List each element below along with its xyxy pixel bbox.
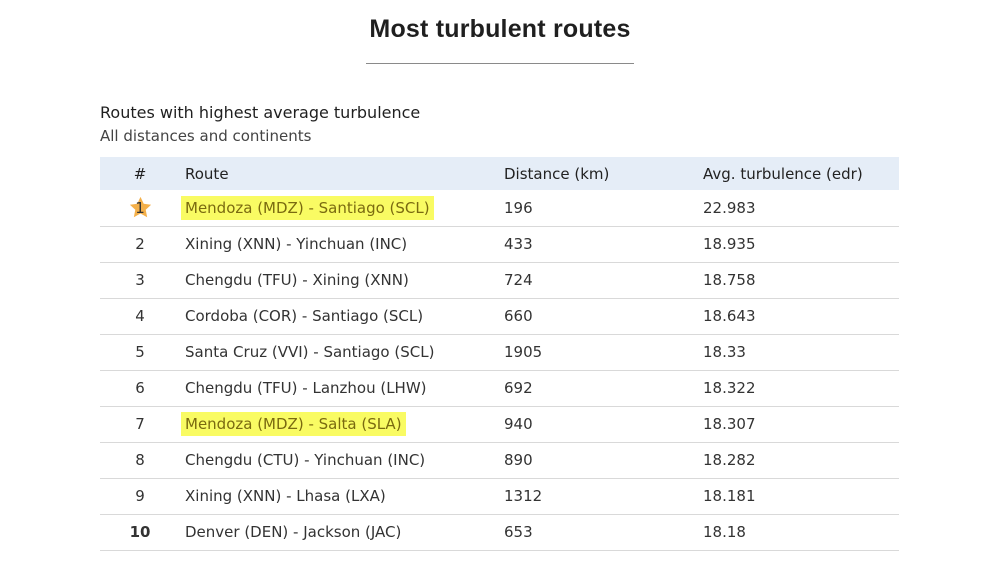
header-turbulence[interactable]: Avg. turbulence (edr) [703, 164, 863, 183]
header-rank[interactable]: # [133, 164, 147, 183]
route-name: Denver (DEN) - Jackson (JAC) [185, 523, 402, 541]
turbulence-cell: 18.758 [703, 271, 756, 289]
table-row: 8 Chengdu (CTU) - Yinchuan (INC) 890 18.282 [100, 442, 899, 478]
table-row: 10 Denver (DEN) - Jackson (JAC) 653 18.18 [100, 514, 899, 550]
rank-number: 9 [135, 487, 145, 505]
turbulence-cell: 18.282 [703, 451, 756, 469]
turbulence-cell: 18.18 [703, 523, 746, 541]
table-row: 2 Xining (XNN) - Yinchuan (INC) 433 18.935 [100, 226, 899, 262]
distance-cell: 1905 [504, 343, 543, 361]
rank-number: 8 [135, 451, 145, 469]
route-cell: Chengdu (TFU) - Lanzhou (LHW) [180, 370, 500, 406]
route-name: Xining (XNN) - Lhasa (LXA) [185, 487, 386, 505]
rank-number: 5 [135, 343, 145, 361]
rank-cell: 9 [100, 478, 180, 514]
distance-cell: 940 [504, 415, 533, 433]
rank-cell: 1 [100, 190, 180, 226]
distance-cell: 660 [504, 307, 533, 325]
page-title: Most turbulent routes [369, 15, 631, 43]
route-cell: Chengdu (TFU) - Xining (XNN) [180, 262, 500, 298]
turbulence-cell: 18.307 [703, 415, 756, 433]
table-header-row: # Route Distance (km) Avg. turbulence (e… [100, 157, 899, 190]
section-subheading: All distances and continents [100, 127, 312, 145]
route-cell: Xining (XNN) - Yinchuan (INC) [180, 226, 500, 262]
highlighted-route-name: Mendoza (MDZ) - Santiago (SCL) [181, 195, 434, 220]
turbulence-cell: 18.643 [703, 307, 756, 325]
rank-cell: 8 [100, 442, 180, 478]
route-name: Chengdu (TFU) - Lanzhou (LHW) [185, 379, 427, 397]
table-row: 7 Mendoza (MDZ) - Salta (SLA) 940 18.307 [100, 406, 899, 442]
route-name: Xining (XNN) - Yinchuan (INC) [185, 235, 408, 253]
turbulence-cell: 18.33 [703, 343, 746, 361]
turbulence-cell: 18.181 [703, 487, 756, 505]
table-row: 1 Mendoza (MDZ) - Santiago (SCL) 196 22.983 [100, 190, 899, 226]
title-divider [366, 63, 634, 64]
route-cell: Mendoza (MDZ) - Salta (SLA) [180, 406, 500, 442]
rank-cell: 2 [100, 226, 180, 262]
route-cell: Mendoza (MDZ) - Santiago (SCL) [180, 190, 500, 226]
rank-cell: 3 [100, 262, 180, 298]
table-row: 6 Chengdu (TFU) - Lanzhou (LHW) 692 18.322 [100, 370, 899, 406]
table-row: 3 Chengdu (TFU) - Xining (XNN) 724 18.758 [100, 262, 899, 298]
route-cell: Denver (DEN) - Jackson (JAC) [180, 514, 500, 550]
rank-number: 1 [135, 198, 145, 217]
rank-number: 6 [135, 379, 145, 397]
rank-number: 3 [135, 271, 145, 289]
distance-cell: 196 [504, 198, 533, 217]
table-row: 4 Cordoba (COR) - Santiago (SCL) 660 18.643 [100, 298, 899, 334]
route-name: Chengdu (CTU) - Yinchuan (INC) [185, 451, 426, 469]
route-name: Chengdu (TFU) - Xining (XNN) [185, 271, 409, 289]
route-cell: Santa Cruz (VVI) - Santiago (SCL) [180, 334, 500, 370]
rank-cell: 4 [100, 298, 180, 334]
distance-cell: 653 [504, 523, 533, 541]
distance-cell: 692 [504, 379, 533, 397]
table-row: 5 Santa Cruz (VVI) - Santiago (SCL) 1905 18… [100, 334, 899, 370]
star-icon [129, 196, 152, 218]
rank-cell: 6 [100, 370, 180, 406]
header-distance[interactable]: Distance (km) [504, 164, 610, 183]
distance-cell: 1312 [504, 487, 543, 505]
rank-number: 7 [135, 415, 145, 433]
table-body: 1 Mendoza (MDZ) - Santiago (SCL) 196 22.983… [100, 190, 899, 550]
route-name: Santa Cruz (VVI) - Santiago (SCL) [185, 343, 435, 361]
routes-table: # Route Distance (km) Avg. turbulence (e… [100, 157, 899, 551]
header-route[interactable]: Route [185, 164, 229, 183]
route-cell: Xining (XNN) - Lhasa (LXA) [180, 478, 500, 514]
rank-number: 4 [135, 307, 145, 325]
distance-cell: 724 [504, 271, 533, 289]
table-row: 9 Xining (XNN) - Lhasa (LXA) 1312 18.181 [100, 478, 899, 514]
turbulence-cell: 18.935 [703, 235, 756, 253]
turbulence-cell: 22.983 [703, 198, 756, 217]
rank-number: 2 [135, 235, 145, 253]
distance-cell: 433 [504, 235, 533, 253]
rank-cell: 5 [100, 334, 180, 370]
rank-cell: 7 [100, 406, 180, 442]
route-cell: Cordoba (COR) - Santiago (SCL) [180, 298, 500, 334]
highlighted-route-name: Mendoza (MDZ) - Salta (SLA) [181, 412, 406, 436]
rank-number: 10 [129, 523, 151, 541]
distance-cell: 890 [504, 451, 533, 469]
route-cell: Chengdu (CTU) - Yinchuan (INC) [180, 442, 500, 478]
turbulence-cell: 18.322 [703, 379, 756, 397]
section-heading: Routes with highest average turbulence [100, 103, 421, 122]
route-name: Cordoba (COR) - Santiago (SCL) [185, 307, 424, 325]
rank-cell: 10 [100, 514, 180, 550]
